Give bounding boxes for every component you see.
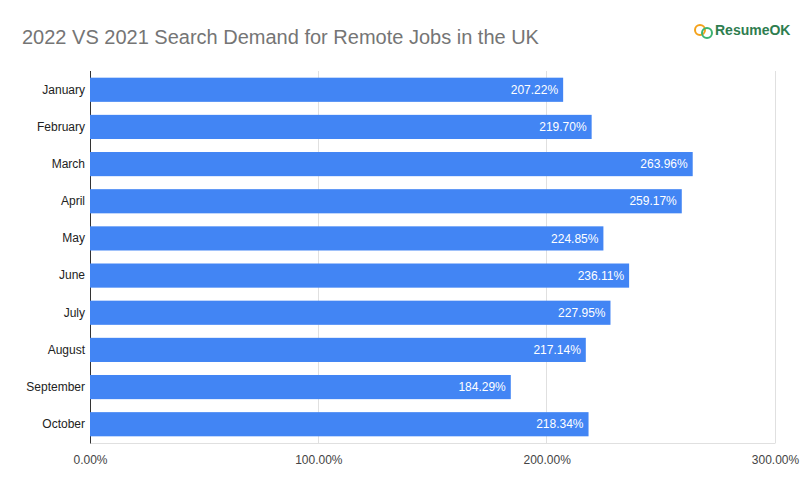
data-label: 218.34% bbox=[536, 417, 584, 431]
data-label: 224.85% bbox=[551, 232, 599, 246]
data-label: 219.70% bbox=[539, 120, 587, 134]
y-tick: August bbox=[48, 343, 90, 357]
y-tick: September bbox=[26, 380, 90, 394]
data-label: 184.29% bbox=[458, 380, 506, 394]
y-tick-label: April bbox=[61, 194, 85, 208]
bars bbox=[90, 78, 693, 437]
x-tick: 200.00% bbox=[523, 443, 571, 467]
plot: 0.00% 100.00% 200.00% 300.00% January Februar… bbox=[26, 71, 799, 467]
x-tick: 0.00% bbox=[73, 443, 107, 467]
chart: 2022 VS 2021 Search Demand for Remote Jo… bbox=[0, 0, 800, 500]
x-axis-line bbox=[91, 443, 776, 444]
data-label: 227.95% bbox=[558, 306, 606, 320]
bar bbox=[90, 189, 682, 213]
y-tick: February bbox=[37, 120, 90, 134]
data-label: 207.22% bbox=[511, 83, 559, 97]
grid-line bbox=[775, 71, 776, 443]
y-tick: June bbox=[59, 268, 90, 282]
x-tick-label: 200.00% bbox=[523, 453, 571, 467]
y-tick-label: July bbox=[64, 306, 85, 320]
y-tick: March bbox=[52, 157, 90, 171]
x-tick: 300.00% bbox=[752, 443, 800, 467]
grid bbox=[90, 71, 775, 443]
bar bbox=[90, 78, 563, 102]
y-tick-label: September bbox=[26, 380, 85, 394]
logo-icon bbox=[702, 28, 712, 38]
y-tick-label: October bbox=[42, 417, 85, 431]
title: 2022 VS 2021 Search Demand for Remote Jo… bbox=[22, 26, 540, 48]
data-label: 259.17% bbox=[629, 194, 677, 208]
y-tick-label: June bbox=[59, 268, 85, 282]
bar bbox=[90, 375, 511, 399]
y-tick: July bbox=[64, 306, 90, 320]
bar bbox=[90, 264, 629, 288]
data-labels: 207.22% 219.70% 263.96% 259.17% 224.85% 236.1… bbox=[458, 83, 688, 431]
data-label: 263.96% bbox=[640, 157, 688, 171]
y-axis: January February March April May June July Augu… bbox=[26, 72, 90, 444]
bar bbox=[90, 301, 610, 325]
bar bbox=[90, 412, 589, 436]
y-tick: April bbox=[61, 194, 90, 208]
x-axis: 0.00% 100.00% 200.00% 300.00% bbox=[73, 443, 799, 467]
x-tick-label: 0.00% bbox=[73, 453, 107, 467]
y-tick-label: May bbox=[62, 231, 85, 245]
y-tick-label: January bbox=[42, 83, 85, 97]
y-tick: May bbox=[62, 231, 90, 245]
y-tick: January bbox=[42, 83, 90, 97]
y-tick-label: August bbox=[48, 343, 86, 357]
data-label: 236.11% bbox=[578, 269, 625, 283]
x-tick: 100.00% bbox=[295, 443, 343, 467]
logo: ResumeOK bbox=[695, 22, 790, 38]
y-tick: October bbox=[42, 417, 90, 431]
bar bbox=[90, 338, 586, 362]
bar bbox=[90, 226, 603, 250]
x-tick-label: 300.00% bbox=[752, 453, 800, 467]
annotation: ResumeOK bbox=[715, 22, 790, 38]
y-tick-label: February bbox=[37, 120, 85, 134]
data-label: 217.14% bbox=[533, 343, 581, 357]
x-tick-label: 100.00% bbox=[295, 453, 343, 467]
y-tick-label: March bbox=[52, 157, 85, 171]
bar bbox=[90, 152, 693, 176]
bar bbox=[90, 115, 592, 139]
